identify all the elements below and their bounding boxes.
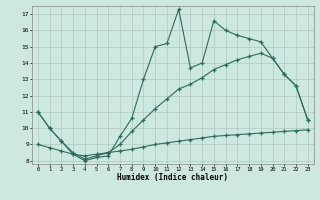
X-axis label: Humidex (Indice chaleur): Humidex (Indice chaleur)	[117, 173, 228, 182]
